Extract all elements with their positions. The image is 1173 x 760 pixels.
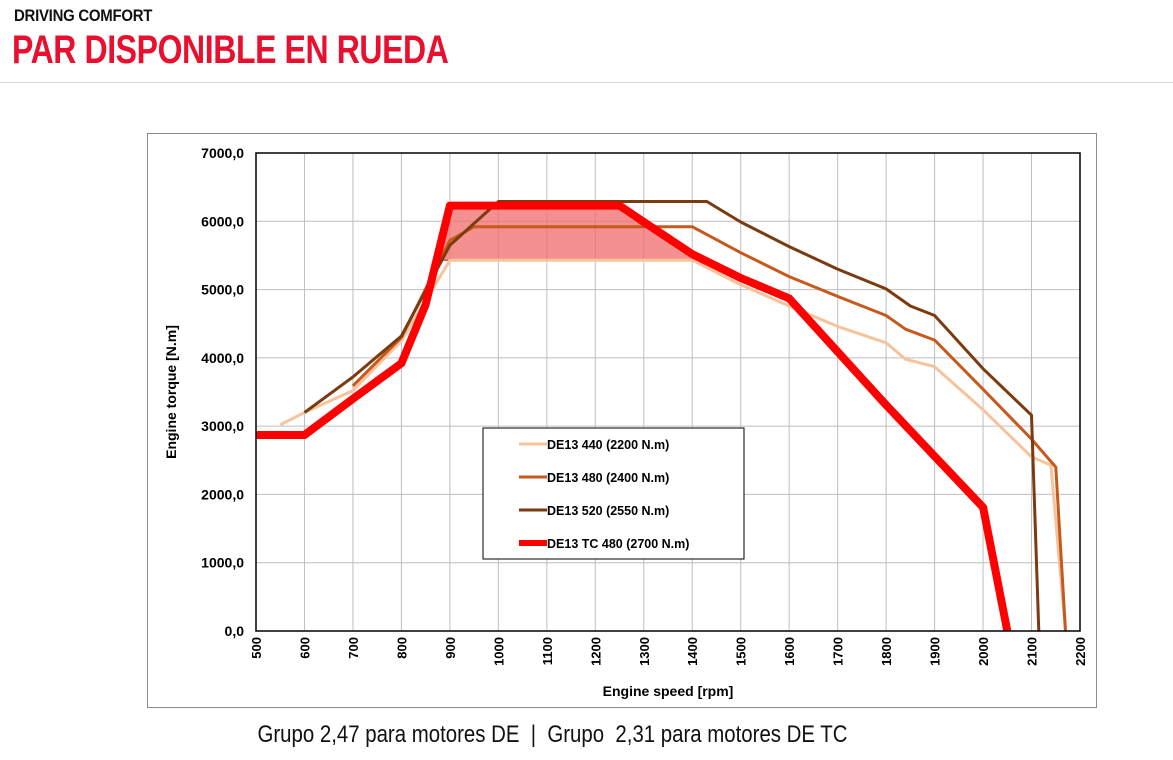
y-tick-label: 0,0 (225, 623, 245, 639)
chart-frame: 500 600 700 800 900 1000 1100 1200 1300 1400 1500 1… (147, 133, 1097, 708)
header-divider (0, 82, 1173, 83)
y-tick-label: 2000,0 (201, 486, 244, 502)
series-line-4 (256, 201, 1012, 632)
torque-chart: 500 600 700 800 900 1000 1100 1200 1300 1400 1500 1… (163, 145, 1088, 699)
x-tick-label: 1400 (685, 637, 700, 666)
x-tick-label: 1600 (782, 637, 797, 666)
section-kicker: DRIVING COMFORT (14, 6, 153, 25)
y-tick-label: 4000,0 (201, 350, 244, 366)
legend-label: DE13 440 (2200 N.m) (547, 438, 669, 452)
x-tick-labels: 500 600 700 800 900 1000 1100 1200 1300 1400 1500 1… (249, 637, 1088, 666)
x-tick-label: 900 (443, 637, 458, 659)
x-tick-label: 1200 (588, 637, 603, 666)
x-tick-label: 1800 (879, 637, 894, 666)
x-tick-label: 1000 (491, 637, 506, 666)
y-axis-label: Engine torque [N.m] (163, 325, 179, 459)
x-tick-label: 800 (394, 637, 409, 659)
legend: DE13 440 (2200 N.m) DE13 480 (2400 N.m) DE… (482, 427, 745, 560)
page-title: PAR DISPONIBLE EN RUEDA (12, 28, 449, 72)
x-tick-label: 1700 (831, 637, 846, 666)
x-tick-label: 700 (346, 637, 361, 659)
y-tick-label: 3000,0 (201, 418, 244, 434)
series-lines (256, 200, 1067, 632)
y-tick-label: 5000,0 (201, 282, 244, 298)
x-tick-label: 2000 (976, 637, 991, 666)
legend-label: DE13 520 (2550 N.m) (547, 504, 669, 518)
x-axis-label: Engine speed [rpm] (603, 683, 734, 699)
y-tick-label: 1000,0 (201, 555, 244, 571)
series-line-2 (351, 225, 1067, 632)
legend-box (482, 427, 745, 560)
x-tick-label: 2200 (1073, 637, 1088, 666)
x-tick-label: 1300 (637, 637, 652, 666)
x-tick-label: 2100 (1025, 637, 1040, 666)
plot-border (255, 152, 1081, 632)
x-tick-label: 500 (249, 637, 264, 659)
x-tick-label: 1900 (928, 637, 943, 666)
y-tick-label: 6000,0 (201, 213, 244, 229)
y-tick-label: 7000,0 (201, 145, 244, 161)
x-tick-label: 1100 (540, 637, 555, 665)
chart-caption: Grupo 2,47 para motores DE | Grupo 2,31 … (257, 721, 848, 748)
x-tick-label: 600 (297, 637, 312, 659)
y-tick-labels: 0,0 1000,0 2000,0 3000,0 4000,0 5000,0 6000,0 7… (201, 145, 244, 639)
legend-label: DE13 480 (2400 N.m) (547, 471, 669, 485)
series-line-3 (303, 200, 1041, 632)
legend-label: DE13 TC 480 (2700 N.m) (547, 537, 689, 551)
x-tick-label: 1500 (734, 637, 749, 666)
